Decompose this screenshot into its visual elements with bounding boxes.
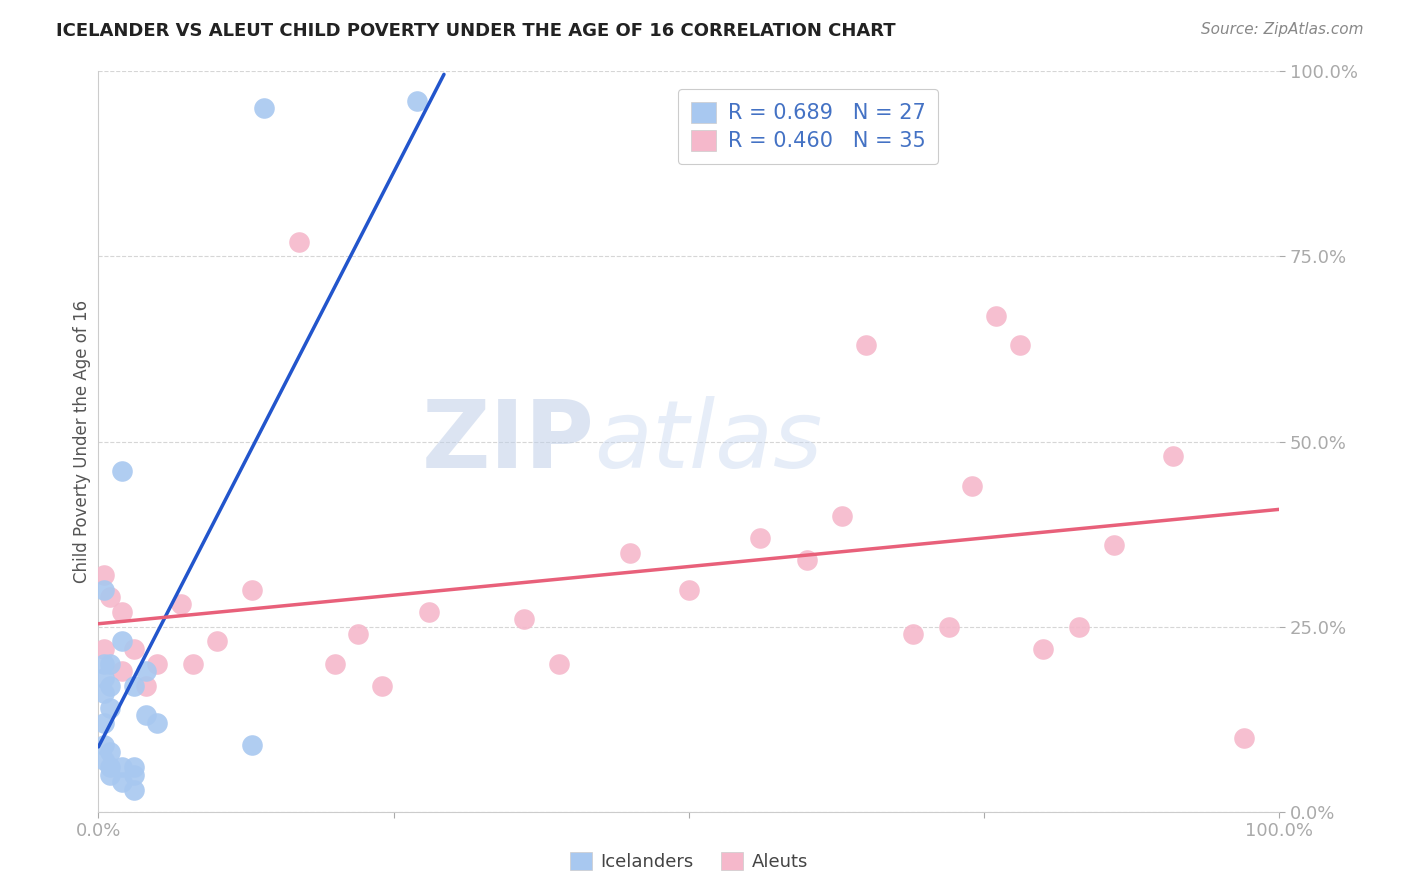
Legend: R = 0.689   N = 27, R = 0.460   N = 35: R = 0.689 N = 27, R = 0.460 N = 35 <box>678 89 938 164</box>
Point <box>98 701 121 715</box>
Point <box>406 94 429 108</box>
Point <box>122 767 145 781</box>
Point <box>1067 619 1090 633</box>
Point <box>512 612 534 626</box>
Point <box>93 657 115 671</box>
Point <box>98 679 121 693</box>
Point <box>93 582 115 597</box>
Point <box>93 641 115 656</box>
Point <box>619 546 641 560</box>
Point <box>111 775 134 789</box>
Point <box>678 582 700 597</box>
Text: ICELANDER VS ALEUT CHILD POVERTY UNDER THE AGE OF 16 CORRELATION CHART: ICELANDER VS ALEUT CHILD POVERTY UNDER T… <box>56 22 896 40</box>
Point <box>1161 450 1184 464</box>
Point <box>548 657 571 671</box>
Point <box>903 627 925 641</box>
Point <box>93 567 115 582</box>
Point <box>371 679 394 693</box>
Point <box>240 582 263 597</box>
Point <box>347 627 370 641</box>
Point <box>111 760 134 774</box>
Point <box>205 634 228 648</box>
Point <box>111 634 134 648</box>
Text: ZIP: ZIP <box>422 395 595 488</box>
Point <box>240 738 263 752</box>
Point <box>93 753 115 767</box>
Point <box>135 664 157 678</box>
Point <box>146 657 169 671</box>
Point <box>855 338 877 352</box>
Point <box>796 553 818 567</box>
Point <box>122 641 145 656</box>
Legend: Icelanders, Aleuts: Icelanders, Aleuts <box>562 845 815 879</box>
Point <box>1233 731 1256 745</box>
Point <box>1032 641 1054 656</box>
Point <box>1102 538 1125 552</box>
Point <box>962 479 984 493</box>
Point <box>98 590 121 604</box>
Point <box>984 309 1007 323</box>
Point <box>98 767 121 781</box>
Point <box>93 715 115 730</box>
Point <box>938 619 960 633</box>
Point <box>98 746 121 760</box>
Y-axis label: Child Poverty Under the Age of 16: Child Poverty Under the Age of 16 <box>73 300 91 583</box>
Point <box>170 598 193 612</box>
Text: Source: ZipAtlas.com: Source: ZipAtlas.com <box>1201 22 1364 37</box>
Point <box>1008 338 1031 352</box>
Point <box>418 605 440 619</box>
Point <box>98 657 121 671</box>
Point <box>93 738 115 752</box>
Point <box>181 657 204 671</box>
Point <box>135 679 157 693</box>
Point <box>111 664 134 678</box>
Point <box>748 531 770 545</box>
Point <box>111 464 134 478</box>
Point <box>111 605 134 619</box>
Point <box>122 782 145 797</box>
Point <box>122 679 145 693</box>
Point <box>135 708 157 723</box>
Point <box>93 686 115 700</box>
Text: atlas: atlas <box>595 396 823 487</box>
Point <box>146 715 169 730</box>
Point <box>831 508 853 523</box>
Point <box>93 672 115 686</box>
Point <box>288 235 311 249</box>
Point <box>323 657 346 671</box>
Point <box>122 760 145 774</box>
Point <box>98 760 121 774</box>
Point <box>253 102 276 116</box>
